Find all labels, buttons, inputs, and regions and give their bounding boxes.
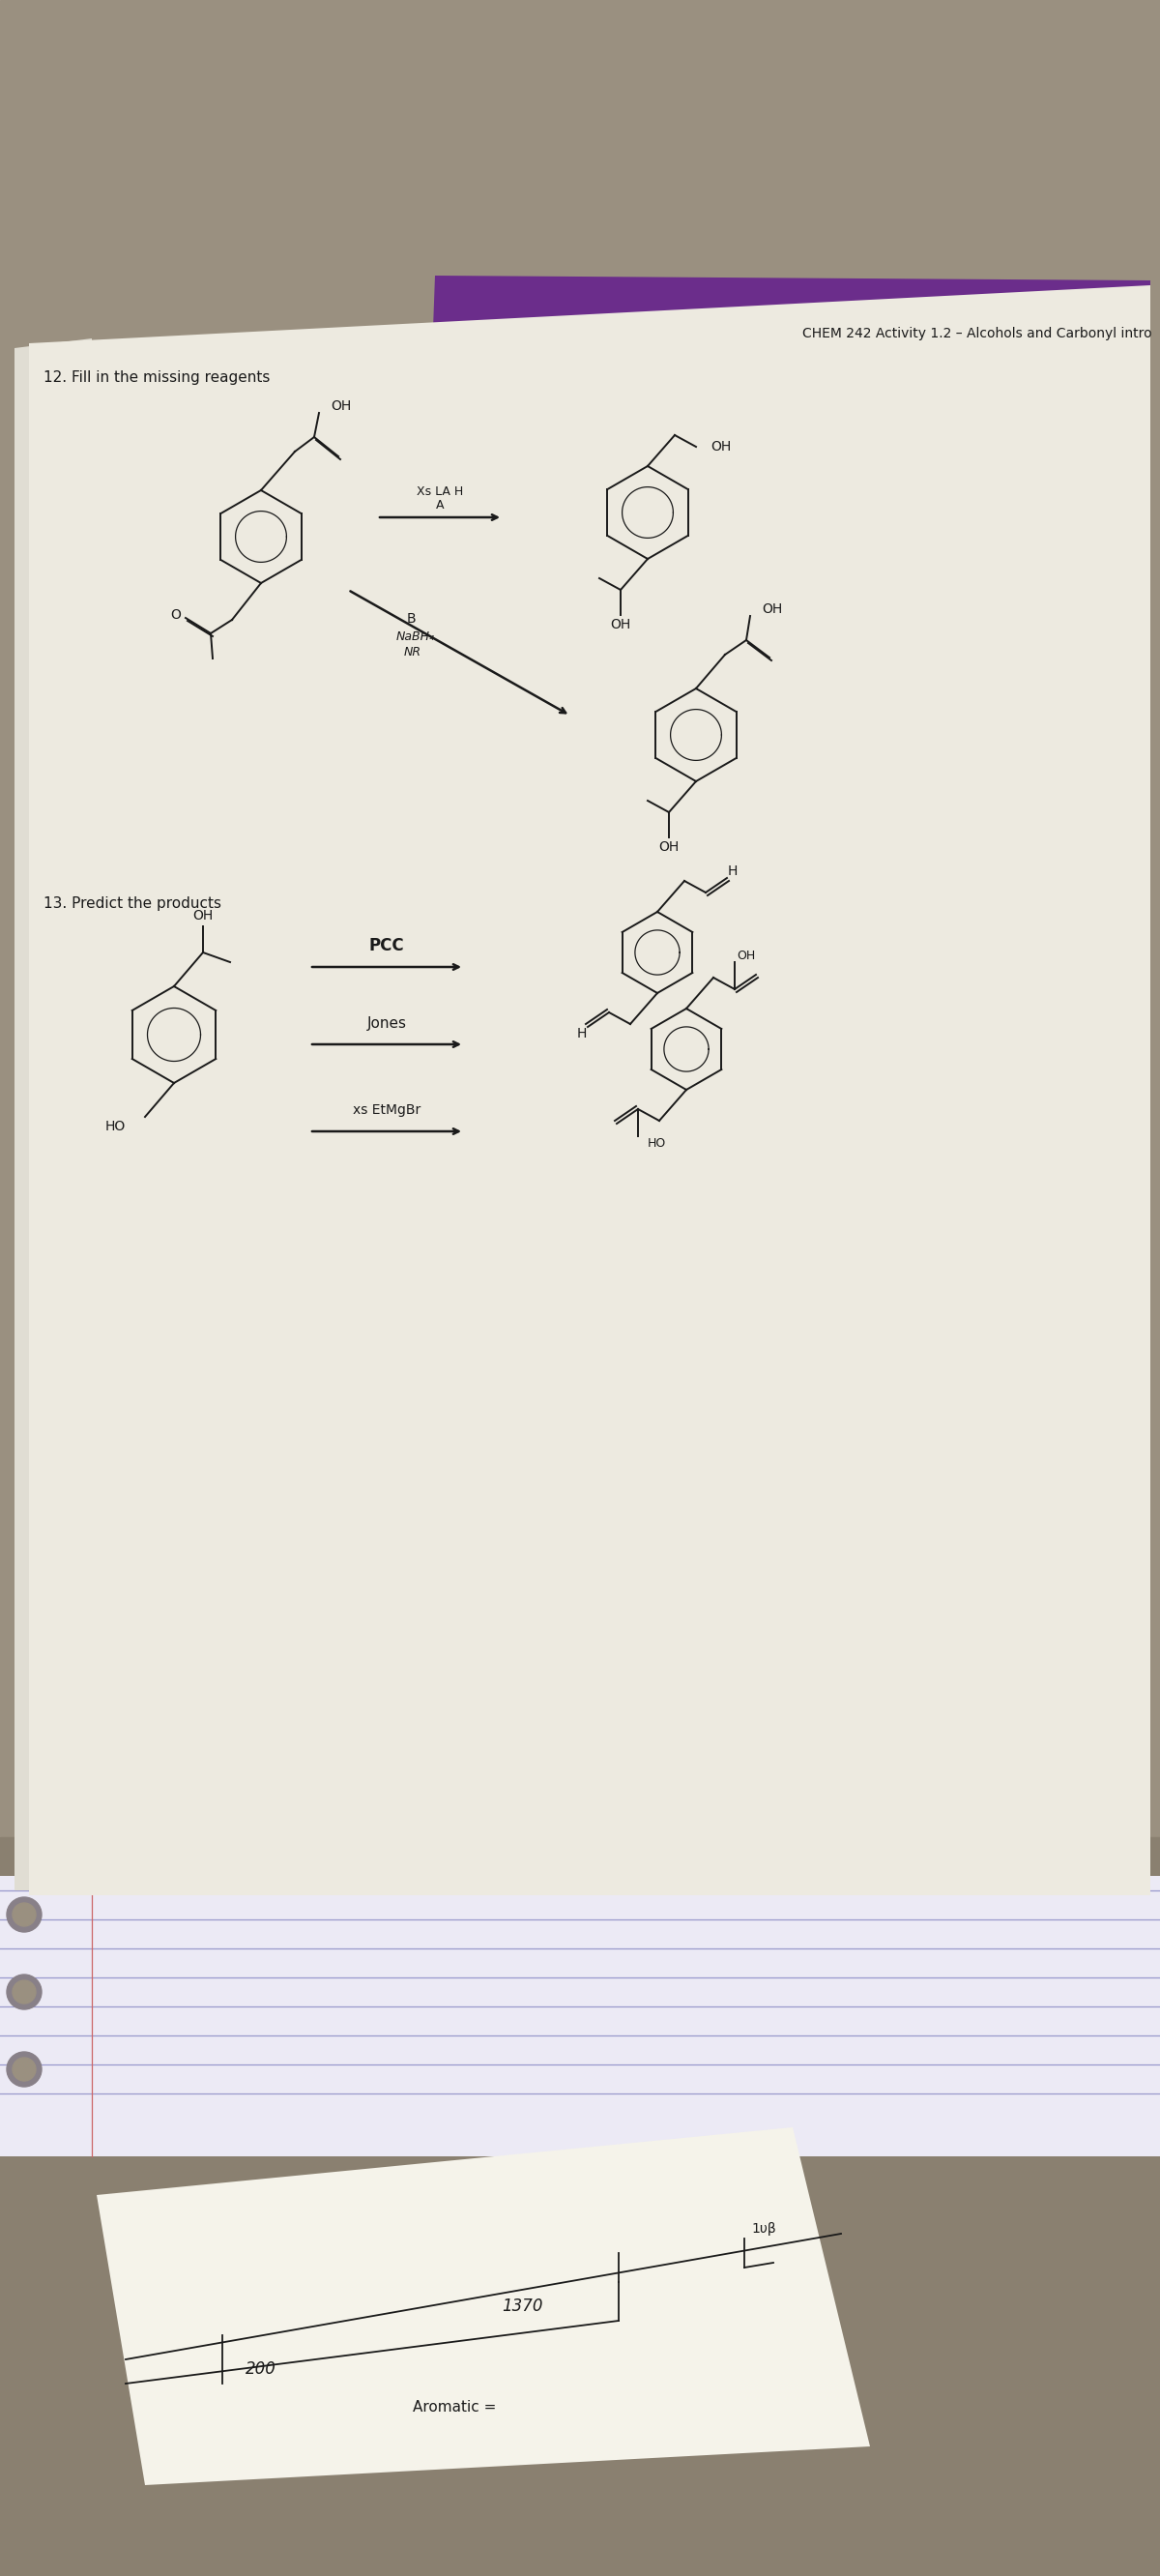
Text: PCC: PCC <box>369 938 405 953</box>
Text: HO: HO <box>647 1139 666 1151</box>
Circle shape <box>7 2053 42 2087</box>
Text: NR: NR <box>404 647 421 659</box>
Text: HO: HO <box>106 1121 125 1133</box>
Text: OH: OH <box>193 909 213 922</box>
Polygon shape <box>96 2128 870 2486</box>
Text: OH: OH <box>762 603 782 616</box>
Circle shape <box>7 1976 42 2009</box>
Text: 12. Fill in the missing reagents: 12. Fill in the missing reagents <box>44 371 270 384</box>
Circle shape <box>13 1981 36 2004</box>
Text: Xs LA H: Xs LA H <box>416 484 463 497</box>
Text: OH: OH <box>331 399 351 412</box>
Text: H: H <box>727 866 738 878</box>
Circle shape <box>13 2058 36 2081</box>
Bar <box>0 1837 1160 2576</box>
Circle shape <box>13 1904 36 1927</box>
Text: 13. Predict the products: 13. Predict the products <box>44 896 222 912</box>
Text: NaBH₄: NaBH₄ <box>397 631 435 641</box>
Text: Aromatic =: Aromatic = <box>413 2401 496 2416</box>
Text: O: O <box>171 608 181 621</box>
Text: 1370: 1370 <box>501 2298 543 2316</box>
Text: OH: OH <box>710 440 731 453</box>
Text: 1υβ: 1υβ <box>752 2223 776 2236</box>
Text: B: B <box>406 613 415 626</box>
Polygon shape <box>14 337 92 1891</box>
Polygon shape <box>426 276 1151 541</box>
Text: CHEM 242 Activity 1.2 – Alcohols and Carbonyl intro: CHEM 242 Activity 1.2 – Alcohols and Car… <box>803 327 1152 340</box>
Text: OH: OH <box>610 618 631 631</box>
Polygon shape <box>29 286 1151 1896</box>
Text: xs EtMgBr: xs EtMgBr <box>353 1103 421 1118</box>
Text: OH: OH <box>737 948 755 961</box>
Text: A: A <box>436 500 444 513</box>
Text: OH: OH <box>659 840 680 853</box>
Text: Jones: Jones <box>367 1015 406 1030</box>
Text: 200: 200 <box>246 2360 276 2378</box>
Circle shape <box>7 1896 42 1932</box>
Polygon shape <box>0 1875 1160 2156</box>
Text: H: H <box>577 1028 587 1041</box>
